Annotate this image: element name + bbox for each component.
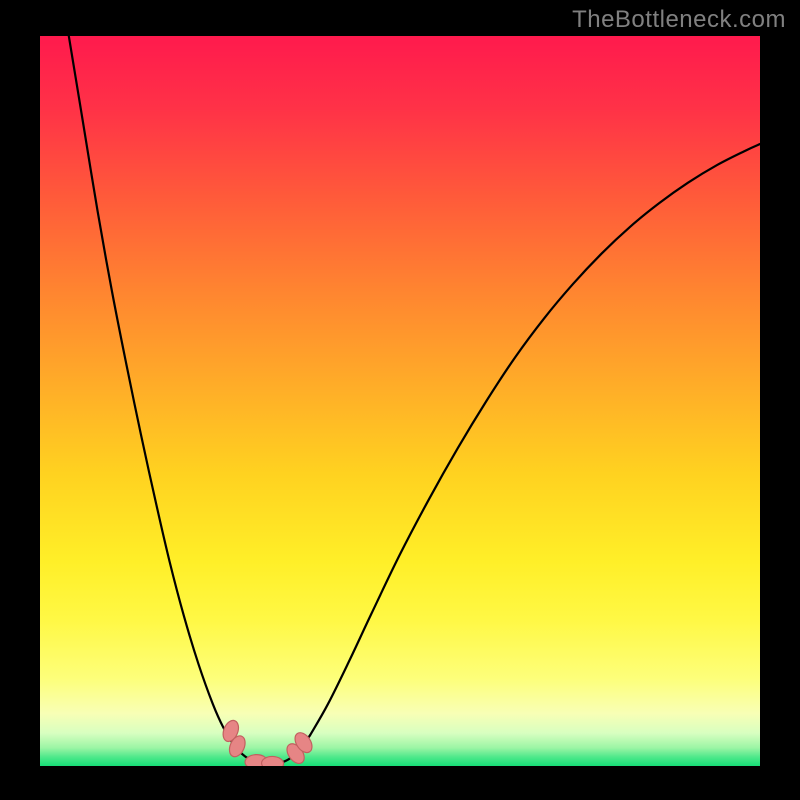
bottleneck-chart bbox=[0, 0, 800, 800]
marker bbox=[261, 756, 283, 771]
watermark-text: TheBottleneck.com bbox=[572, 6, 786, 34]
plot-background bbox=[40, 36, 760, 766]
chart-frame: { "watermark": { "text": "TheBottleneck.… bbox=[0, 0, 800, 800]
